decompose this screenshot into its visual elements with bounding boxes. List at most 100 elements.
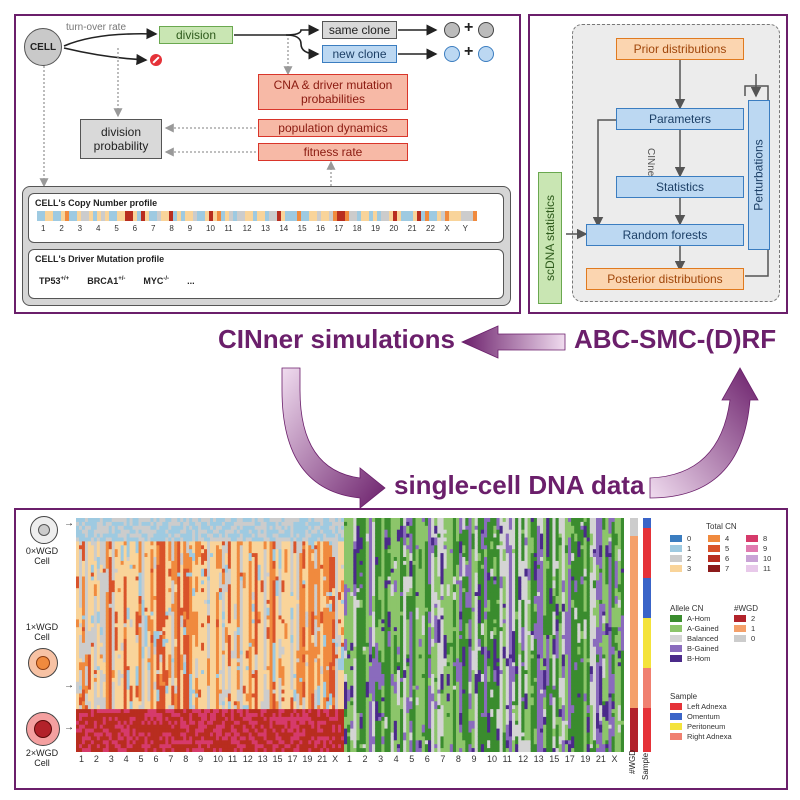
heatmap-cell: [236, 713, 241, 718]
heatmap-cell: [174, 596, 178, 601]
heatmap-cell: [281, 545, 285, 550]
heatmap-cell: [201, 568, 205, 573]
heatmap-cell: [221, 716, 226, 722]
heatmap-cell: [210, 521, 214, 527]
heatmap-cell: [129, 658, 133, 663]
heatmap-cell: [108, 674, 113, 679]
heatmap-cell: [165, 541, 169, 546]
heatmap-cell: [260, 580, 264, 585]
heatmap-cell: [257, 549, 262, 554]
heatmap-cell: [117, 564, 122, 570]
heatmap-cell: [212, 584, 217, 589]
heatmap-cell: [144, 638, 148, 644]
cn-segment: [429, 211, 434, 221]
heatmap-cell: [180, 537, 184, 542]
heatmap-cell: [212, 525, 217, 531]
heatmap-cell: [108, 677, 113, 683]
heatmap-cell: [93, 607, 98, 612]
heatmap-cell: [153, 720, 157, 726]
heatmap-cell: [260, 701, 264, 706]
heatmap-cell: [76, 701, 80, 706]
heatmap-cell: [233, 584, 238, 589]
heatmap-cell: [242, 697, 247, 702]
heatmap-cell: [272, 631, 276, 636]
heatmap-cell: [171, 724, 175, 729]
heatmap-cell: [224, 709, 229, 714]
heatmap-cell: [212, 709, 217, 714]
heatmap-cell: [153, 596, 157, 601]
heatmap-cell: [201, 685, 205, 690]
heatmap-cell: [192, 553, 196, 558]
heatmap-cell: [141, 724, 145, 729]
heatmap-cell: [204, 560, 208, 566]
heatmap-cell: [189, 728, 193, 733]
heatmap-cell: [233, 642, 238, 648]
heatmap-cell: [156, 557, 160, 562]
heatmap-cell: [111, 615, 116, 620]
heatmap-cell: [174, 576, 178, 581]
heatmap-cell: [224, 650, 229, 655]
heatmap-cell: [284, 724, 288, 729]
heatmap-cell: [257, 646, 262, 651]
heatmap-cell: [78, 529, 83, 534]
heatmap-cell: [186, 728, 190, 733]
heatmap-cell: [135, 603, 139, 609]
heatmap-cell: [218, 533, 223, 538]
heatmap-cell: [284, 654, 288, 659]
heatmap-cell: [311, 638, 315, 644]
heatmap-cell: [189, 642, 193, 648]
heatmap-cell: [114, 744, 119, 749]
heatmap-cell: [147, 709, 151, 714]
heatmap-cell: [296, 564, 300, 570]
heatmap-cell: [221, 646, 226, 651]
heatmap-cell: [108, 619, 113, 624]
plus-sign-1: +: [464, 19, 474, 36]
heatmap-cell: [165, 720, 169, 726]
heatmap-cell: [159, 588, 163, 593]
heatmap-cell: [272, 638, 276, 644]
heatmap-cell: [144, 705, 148, 710]
heatmap-cell: [224, 521, 229, 527]
heatmap-cell: [204, 635, 208, 640]
heatmap-cell: [99, 615, 104, 620]
heatmap-cell: [284, 553, 288, 558]
heatmap-cell: [263, 728, 267, 733]
heatmap-cell: [204, 638, 208, 644]
heatmap-cell: [257, 705, 262, 710]
heatmap-cell: [263, 588, 267, 593]
heatmap-cell: [123, 541, 128, 546]
heatmap-cell: [221, 642, 226, 648]
cn-segment: [325, 211, 330, 221]
heatmap-cell: [159, 674, 163, 679]
heatmap-cell: [105, 701, 110, 706]
heatmap-cell: [99, 732, 104, 737]
heatmap-cell: [248, 670, 253, 675]
heatmap-cell: [99, 592, 104, 597]
heatmap-cell: [126, 748, 130, 752]
cell-0wgd-label: 0×WGD Cell: [25, 546, 59, 566]
heatmap-cell: [192, 580, 196, 585]
heatmap-cell: [284, 744, 288, 749]
heatmap-cell: [99, 537, 104, 542]
heatmap-cell: [242, 642, 247, 648]
heatmap-cell: [168, 674, 172, 679]
heatmap-cell: [212, 588, 217, 593]
heatmap-cell: [102, 541, 107, 546]
heatmap-cell: [153, 674, 157, 679]
heatmap-cell: [266, 557, 270, 562]
heatmap-cell: [287, 701, 291, 706]
heatmap-cell: [99, 740, 104, 745]
heatmap-cell: [132, 615, 136, 620]
heatmap-cell: [76, 740, 80, 745]
heatmap-cell: [138, 716, 142, 722]
heatmap-cell: [156, 611, 160, 616]
heatmap-cell: [290, 521, 294, 527]
heatmap-cell: [263, 732, 267, 737]
heatmap-cell: [198, 623, 202, 628]
heatmap-cell: [293, 744, 297, 749]
heatmap-cell: [293, 642, 297, 648]
heatmap-cell: [299, 537, 303, 542]
heatmap-cell: [251, 572, 256, 577]
heatmap-cell: [168, 748, 172, 752]
heatmap-cell: [138, 525, 142, 531]
